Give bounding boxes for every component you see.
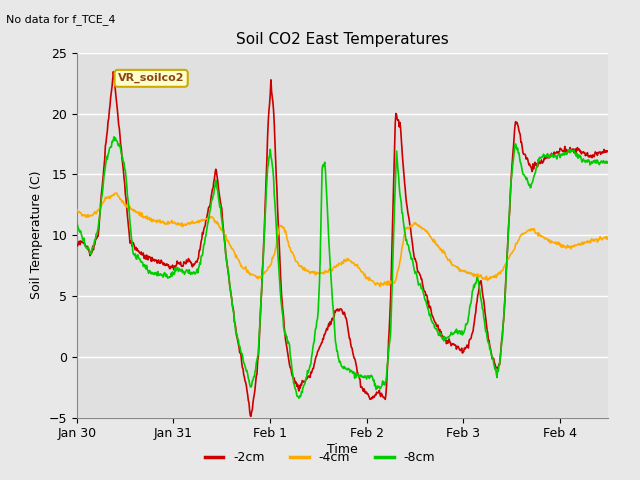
Text: VR_soilco2: VR_soilco2 bbox=[118, 73, 184, 84]
X-axis label: Time: Time bbox=[327, 443, 358, 456]
Title: Soil CO2 East Temperatures: Soil CO2 East Temperatures bbox=[236, 33, 449, 48]
Legend: -2cm, -4cm, -8cm: -2cm, -4cm, -8cm bbox=[200, 446, 440, 469]
Text: No data for f_TCE_4: No data for f_TCE_4 bbox=[6, 14, 116, 25]
Y-axis label: Soil Temperature (C): Soil Temperature (C) bbox=[30, 171, 43, 300]
